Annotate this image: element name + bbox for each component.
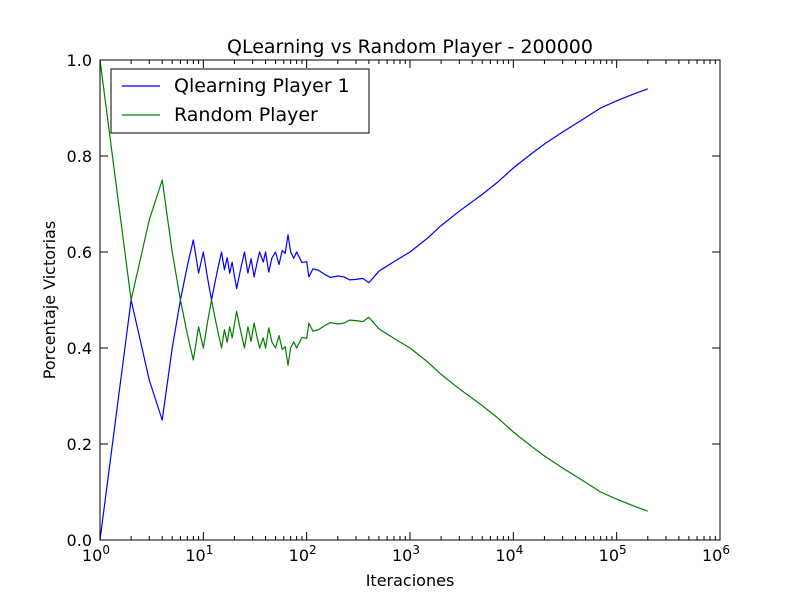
x-tick-label: 106 — [702, 543, 730, 565]
x-axis-label: Iteraciones — [366, 571, 455, 590]
y-tick-label: 0.2 — [67, 435, 92, 454]
y-axis-label: Porcentaje Victorias — [40, 221, 59, 379]
y-tick-label: 0.8 — [67, 147, 92, 166]
x-tick-label: 104 — [495, 543, 523, 565]
chart-title: QLearning vs Random Player - 200000 — [227, 36, 593, 58]
x-tick-label: 100 — [82, 543, 110, 565]
legend: Qlearning Player 1 Random Player — [110, 68, 370, 134]
series-line-1 — [99, 59, 648, 512]
x-tick-label: 105 — [599, 543, 627, 565]
series-line-0 — [99, 88, 648, 541]
y-tick-label: 0.6 — [67, 243, 92, 262]
y-tick-label: 1.0 — [67, 51, 92, 70]
legend-label-qlearning: Qlearning Player 1 — [174, 75, 350, 97]
tick-layer: 100 101 102 103 104 105 106 0.0 0.2 0.4 0.6 0.8 1.0 — [67, 51, 730, 565]
y-tick-label: 0.0 — [67, 531, 92, 550]
x-tick-label: 102 — [289, 543, 317, 565]
legend-box — [110, 68, 370, 134]
x-tick-label: 103 — [392, 543, 420, 565]
series-layer — [99, 59, 648, 541]
x-tick-label: 101 — [185, 543, 213, 565]
y-tick-label: 0.4 — [67, 339, 92, 358]
legend-label-random: Random Player — [174, 104, 318, 126]
